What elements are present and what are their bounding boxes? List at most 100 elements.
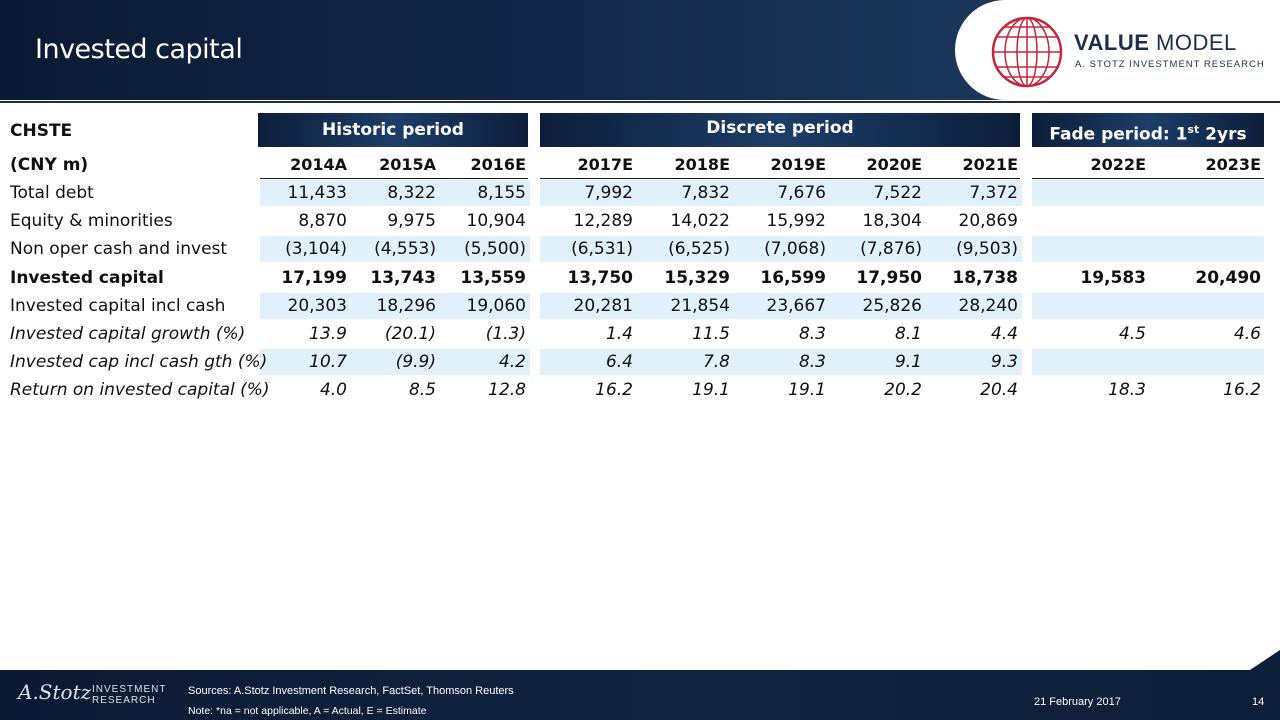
table-cell: 1.4: [605, 324, 633, 344]
table-cell: 7,676: [777, 183, 826, 203]
row-band: [540, 293, 1022, 319]
row-label: Invested cap incl cash gth (%): [10, 352, 268, 372]
table-cell: 20.4: [980, 380, 1018, 400]
row-band: [540, 349, 1022, 375]
table-cell: 19.1: [788, 380, 826, 400]
table-cell: 13.9: [309, 324, 347, 344]
historic-period-header: Historic period: [258, 113, 528, 147]
slide-date: 21 February 2017: [1034, 696, 1121, 708]
table-cell: 20.2: [884, 380, 922, 400]
table-cell: 7,372: [969, 183, 1018, 203]
table-cell: 16.2: [595, 380, 633, 400]
table-cell: 28,240: [958, 296, 1018, 316]
row-label: Invested capital: [10, 268, 164, 288]
table-cell: 9,975: [387, 211, 436, 231]
table-cell: (7,876): [860, 239, 922, 259]
ticker-label: CHSTE: [10, 121, 73, 141]
table-cell: (9,503): [956, 239, 1018, 259]
table-cell: 6.4: [605, 352, 633, 372]
table-cell: 12.8: [488, 380, 526, 400]
table-cell: 11.5: [692, 324, 730, 344]
table-cell: 8.3: [798, 324, 826, 344]
row-band: [1032, 180, 1264, 206]
year-header: 2015A: [379, 155, 436, 174]
table-cell: 18,296: [376, 296, 436, 316]
table-cell: 15,992: [766, 211, 826, 231]
table-cell: 9.3: [990, 352, 1018, 372]
table-cell: [1051, 293, 1146, 319]
table-cell: 20,281: [573, 296, 633, 316]
table-cell: 4.6: [1233, 324, 1261, 344]
table-cell: (6,531): [571, 239, 633, 259]
year-header: 2014A: [290, 155, 347, 174]
row-band: [260, 236, 530, 262]
table-cell: 10,904: [466, 211, 526, 231]
row-band: [260, 349, 530, 375]
page-number: 14: [1252, 696, 1265, 708]
table-cell: 8,870: [298, 211, 347, 231]
table-cell: 11,433: [287, 183, 347, 203]
table-cell: [1166, 180, 1261, 206]
table-cell: 18,738: [952, 268, 1018, 288]
table-cell: 9.1: [894, 352, 922, 372]
table-cell: (4,553): [374, 239, 436, 259]
footer-bar: [0, 670, 1280, 720]
table-cell: (20.1): [384, 324, 436, 344]
brand-name: VALUE MODEL: [1074, 30, 1237, 55]
year-underline: [540, 178, 1020, 179]
table-cell: 18.3: [1108, 380, 1146, 400]
table-cell: 20,869: [958, 211, 1018, 231]
signature-logo: A.Stotz: [18, 680, 92, 704]
table-cell: 8.3: [798, 352, 826, 372]
table-cell: [1051, 349, 1146, 375]
table-cell: 14,022: [670, 211, 730, 231]
table-cell: (7,068): [764, 239, 826, 259]
globe-logo-icon: [991, 16, 1063, 88]
table-cell: 4.5: [1118, 324, 1146, 344]
table-cell: (5,500): [464, 239, 526, 259]
table-cell: 10.7: [309, 352, 347, 372]
table-cell: 17,199: [281, 268, 347, 288]
table-cell: 4.0: [319, 380, 347, 400]
row-label: Return on invested capital (%): [10, 380, 270, 400]
table-cell: 15,329: [664, 268, 730, 288]
table-cell: 8,322: [387, 183, 436, 203]
table-cell: 18,304: [862, 211, 922, 231]
table-cell: [1051, 208, 1146, 234]
table-cell: 8,155: [477, 183, 526, 203]
table-cell: 20,303: [287, 296, 347, 316]
row-band: [1032, 349, 1264, 375]
table-cell: 25,826: [862, 296, 922, 316]
row-band: [540, 180, 1022, 206]
row-label: Equity & minorities: [10, 211, 173, 231]
table-cell: 21,854: [670, 296, 730, 316]
discrete-period-header: Discrete period: [540, 113, 1020, 147]
table-cell: (3,104): [285, 239, 347, 259]
row-label: Invested capital growth (%): [10, 324, 246, 344]
table-cell: 7,992: [584, 183, 633, 203]
table-cell: 13,559: [460, 268, 526, 288]
row-band: [1032, 293, 1264, 319]
table-cell: 19,583: [1080, 268, 1146, 288]
table-cell: [1166, 208, 1261, 234]
table-cell: (1.3): [485, 324, 526, 344]
table-cell: 13,743: [370, 268, 436, 288]
table-cell: [1051, 180, 1146, 206]
table-cell: 8.1: [894, 324, 922, 344]
table-cell: 19.1: [692, 380, 730, 400]
row-band: [540, 236, 1022, 262]
table-cell: 17,950: [856, 268, 922, 288]
row-band: [260, 180, 530, 206]
row-label: Invested capital incl cash: [10, 296, 226, 316]
year-header: 2017E: [577, 155, 633, 174]
table-cell: [1166, 236, 1261, 262]
year-underline: [260, 178, 528, 179]
sources-text: Sources: A.Stotz Investment Research, Fa…: [188, 685, 514, 697]
table-cell: 4.4: [990, 324, 1018, 344]
year-underline: [1032, 178, 1264, 179]
table-cell: 16.2: [1223, 380, 1261, 400]
header-rule: [0, 101, 1280, 103]
year-header: 2018E: [674, 155, 730, 174]
year-header: 2019E: [770, 155, 826, 174]
row-label: Non oper cash and invest: [10, 239, 228, 259]
